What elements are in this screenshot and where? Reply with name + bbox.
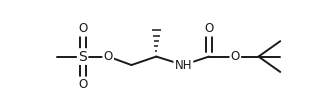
Text: O: O: [204, 22, 213, 35]
Text: O: O: [78, 78, 87, 91]
Text: NH: NH: [175, 59, 192, 72]
Text: O: O: [78, 22, 87, 35]
Text: O: O: [231, 50, 240, 63]
Text: S: S: [78, 50, 87, 64]
Text: O: O: [104, 50, 113, 63]
